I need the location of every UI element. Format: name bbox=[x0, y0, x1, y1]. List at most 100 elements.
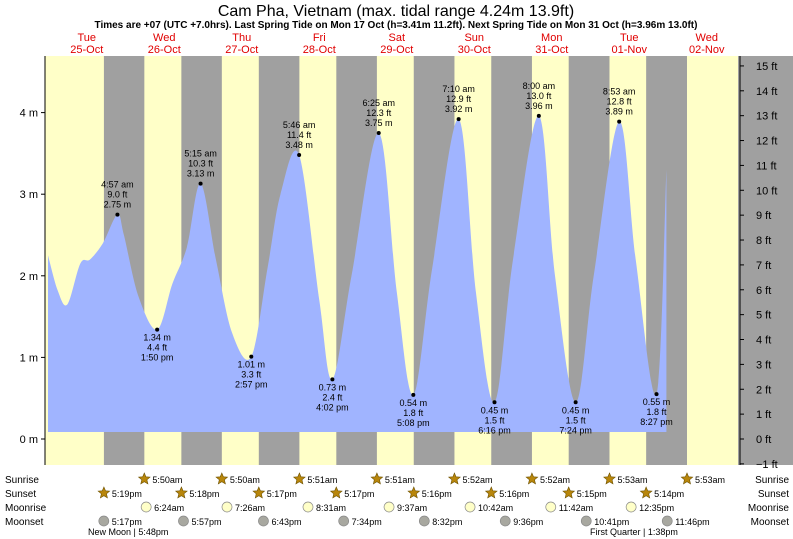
tide-extreme-label: 2.75 m bbox=[104, 200, 132, 210]
y-right-tick-label: 3 ft bbox=[756, 359, 771, 371]
tide-extreme-labels: 4:57 am9.0 ft2.75 m 1.34 m4.4 ft1:50 pm 5:… bbox=[101, 81, 673, 435]
row-label-right: Sunset bbox=[758, 489, 789, 500]
day-label-weekday: Fri bbox=[313, 32, 326, 44]
tide-extreme-dot bbox=[249, 354, 254, 359]
moonset-icon bbox=[580, 515, 592, 527]
day-label-weekday: Tue bbox=[77, 32, 96, 44]
row-label-left: Sunset bbox=[5, 489, 36, 500]
day-label-date: 01-Nov bbox=[612, 44, 648, 56]
axes: 0 m 1 m 2 m 3 m 4 m −1 ft 0 ft 1 ft 2 ft 3 ft 4 ft… bbox=[20, 56, 778, 471]
y-right-tick-label: 1 ft bbox=[756, 409, 771, 421]
sunrise-time: 5:51am bbox=[385, 475, 415, 485]
day-labels: Tue25-OctWed26-OctThu27-OctFri28-OctSat2… bbox=[70, 32, 725, 56]
moon-phase-first-quarter: First Quarter | 1:38pm bbox=[590, 527, 678, 537]
moonrise-time: 11:42am bbox=[559, 503, 593, 513]
moonrise-icon bbox=[302, 501, 314, 513]
sunset-icon bbox=[252, 486, 266, 499]
tide-extreme-label: 4.4 ft bbox=[147, 343, 168, 353]
moonset-time: 9:36pm bbox=[513, 517, 543, 527]
moonrise-icon bbox=[545, 501, 557, 513]
tide-extreme-dot bbox=[376, 131, 381, 135]
tide-extreme-dot bbox=[198, 181, 203, 186]
tide-extreme-label: 2:57 pm bbox=[235, 380, 268, 390]
sunrise-icon bbox=[680, 472, 694, 485]
day-label-weekday: Wed bbox=[696, 32, 718, 44]
sunset-time: 5:17pm bbox=[344, 489, 374, 499]
day-label-date: 02-Nov bbox=[689, 44, 725, 56]
row-label-left: Moonrise bbox=[5, 503, 47, 514]
tide-extreme-dot bbox=[536, 113, 541, 118]
sunset-icon bbox=[329, 486, 343, 499]
tide-extreme-label: 4:02 pm bbox=[316, 402, 349, 412]
moonset-time: 11:46pm bbox=[675, 517, 709, 527]
moon-phase-new: New Moon | 5:48pm bbox=[88, 527, 168, 537]
tide-extreme-dot bbox=[573, 400, 578, 405]
sunrise-time: 5:52am bbox=[462, 475, 492, 485]
day-label-date: 27-Oct bbox=[225, 44, 258, 56]
moonrise-icon bbox=[625, 501, 637, 513]
tide-extreme-label: 9.0 ft bbox=[107, 190, 128, 200]
tide-extreme-label: 3.92 m bbox=[445, 104, 473, 114]
tide-area bbox=[48, 115, 667, 432]
day-label-weekday: Sun bbox=[464, 32, 484, 44]
row-label-left: Moonset bbox=[5, 517, 44, 528]
tide-extreme-label: 5:08 pm bbox=[397, 418, 430, 428]
almanac: Sunrise Sunrise Sunset Sunset Moonrise Moonri… bbox=[5, 472, 789, 537]
tide-extreme-label: 3.48 m bbox=[285, 140, 313, 150]
tide-extreme-label: 3.75 m bbox=[365, 118, 393, 128]
y-right-tick-label: 13 ft bbox=[756, 111, 777, 123]
tide-extreme-dot bbox=[654, 392, 659, 397]
tide-extreme-label: 8:27 pm bbox=[640, 417, 673, 427]
moonset-icon bbox=[258, 515, 269, 527]
tide-extreme-label: 6:25 am bbox=[362, 98, 395, 108]
moonrise-icon bbox=[464, 501, 476, 513]
day-label-date: 25-Oct bbox=[70, 44, 103, 56]
tide-extreme-dot bbox=[155, 327, 160, 332]
moonset-icon bbox=[178, 515, 189, 527]
day-label-date: 29-Oct bbox=[380, 44, 413, 56]
y-left-tick-label: 3 m bbox=[20, 189, 38, 201]
sunset-icon bbox=[174, 486, 188, 499]
page-title: Cam Pha, Vietnam (max. tidal range 4.24m… bbox=[218, 3, 574, 20]
tide-extreme-label: 12.3 ft bbox=[366, 108, 392, 118]
tide-extreme-dot bbox=[492, 400, 497, 405]
tide-extreme-label: 8:53 am bbox=[603, 87, 636, 97]
y-right-tick-label: 4 ft bbox=[756, 335, 771, 347]
tide-extreme-label: 3.3 ft bbox=[241, 370, 262, 380]
moonset-icon bbox=[98, 515, 110, 527]
moonrise-time: 12:35pm bbox=[639, 503, 674, 513]
y-right-tick-label: 10 ft bbox=[756, 185, 777, 197]
moonset-time: 5:17pm bbox=[112, 517, 142, 527]
row-label-right: Sunrise bbox=[755, 475, 789, 486]
tide-extreme-label: 7:10 am bbox=[442, 84, 475, 94]
tide-extreme-label: 6:16 pm bbox=[478, 425, 511, 435]
sunset-time: 5:18pm bbox=[189, 489, 219, 499]
moonset-icon bbox=[338, 515, 350, 527]
day-label-date: 31-Oct bbox=[535, 44, 568, 56]
moonset-icon bbox=[499, 515, 511, 527]
moonrise-time: 9:37am bbox=[397, 503, 427, 513]
tide-extreme-label: 1.5 ft bbox=[566, 415, 587, 425]
sunrise-icon bbox=[525, 472, 539, 485]
sunrise-icon bbox=[447, 472, 461, 485]
day-label-weekday: Wed bbox=[153, 32, 175, 44]
sunset-time: 5:16pm bbox=[422, 489, 452, 499]
tide-curve bbox=[48, 115, 667, 432]
tide-extreme-dot bbox=[456, 117, 461, 122]
moonset-icon bbox=[661, 515, 673, 527]
sunset-time: 5:19pm bbox=[112, 489, 142, 499]
y-right-tick-label: 8 ft bbox=[756, 235, 771, 247]
sunrise-icon bbox=[292, 472, 306, 485]
tide-extreme-dot bbox=[330, 377, 335, 382]
moonrise-time: 6:24am bbox=[154, 503, 184, 513]
sunrise-time: 5:52am bbox=[540, 475, 570, 485]
y-right-tick-label: −1 ft bbox=[756, 459, 778, 471]
sunset-icon bbox=[639, 486, 653, 499]
tide-extreme-label: 10.3 ft bbox=[188, 159, 214, 169]
right-margin-band bbox=[738, 56, 793, 465]
y-right-tick-label: 2 ft bbox=[756, 384, 771, 396]
day-label-date: 28-Oct bbox=[303, 44, 336, 56]
tide-extreme-dot bbox=[115, 212, 120, 217]
y-right-tick-label: 12 ft bbox=[756, 136, 777, 148]
